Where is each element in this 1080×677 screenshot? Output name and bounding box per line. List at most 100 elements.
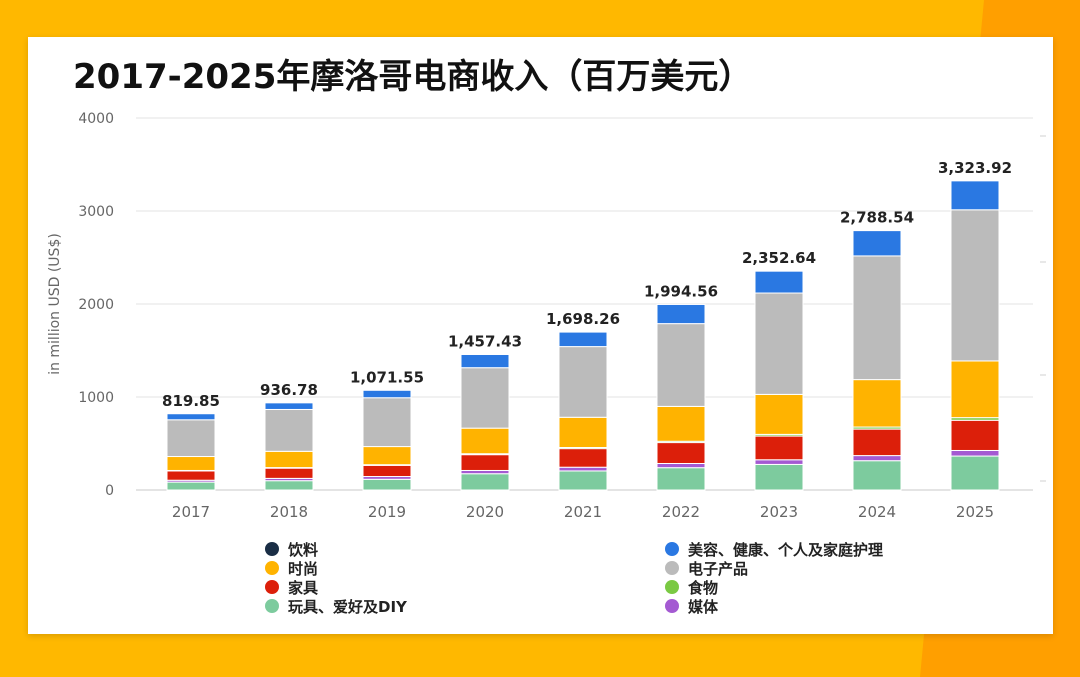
bar-segment (264, 450, 314, 469)
bar-segment (656, 442, 706, 464)
legend-item[interactable]: 饮料 (265, 540, 407, 559)
legend-label: 时尚 (288, 559, 319, 578)
legend-item[interactable]: 家具 (265, 578, 407, 597)
y-tick-label: 2000 (78, 297, 114, 313)
total-label: 1,457.43 (448, 332, 522, 350)
bar-segment (264, 408, 314, 452)
bar-segment (754, 292, 804, 395)
bar-segment (852, 455, 902, 462)
legend-label: 家具 (288, 578, 319, 597)
bar-segment (362, 446, 412, 466)
legend: 饮料 时尚 家具 玩具、爱好及DIY 美容、健康、个人及家庭护理 电子产品 食物 媒体 (28, 540, 1053, 630)
bar-segment (460, 367, 510, 429)
bar-segment (754, 463, 804, 491)
y-tick-label: 4000 (78, 111, 114, 127)
y-axis-label: in million USD (US$) (47, 233, 63, 375)
bar-segment (950, 449, 1000, 457)
total-label: 2,352.64 (742, 249, 816, 267)
legend-item[interactable]: 玩具、爱好及DIY (265, 597, 407, 616)
legend-swatch-icon (665, 580, 679, 594)
legend-label: 玩具、爱好及DIY (288, 597, 407, 616)
legend-label: 饮料 (288, 540, 319, 559)
legend-swatch-icon (265, 542, 279, 556)
legend-label: 美容、健康、个人及家庭护理 (688, 540, 884, 559)
total-label: 3,323.92 (938, 159, 1012, 177)
bar-segment (264, 480, 314, 491)
x-tick-label: 2019 (368, 503, 406, 521)
y-tick-label: 3000 (78, 204, 114, 220)
legend-label: 电子产品 (688, 559, 749, 578)
bar-segment (558, 466, 608, 472)
x-tick-label: 2023 (760, 503, 798, 521)
chart-svg: 0 1000 2000 3000 4000 in million USD (US$) 819… (47, 111, 1046, 521)
chart-card: 2017-2025年摩洛哥电商收入（百万美元） 0 1000 2000 3000 400… (28, 37, 1053, 634)
bar-segment (558, 416, 608, 448)
legend-swatch-icon (665, 561, 679, 575)
bar-segment (656, 303, 706, 325)
bar-segment (460, 454, 510, 471)
bar-segment (852, 255, 902, 381)
x-tick-label: 2017 (172, 503, 210, 521)
bar-segment (460, 353, 510, 369)
bar-segment (362, 464, 412, 478)
bar-segment (950, 360, 1000, 419)
legend-swatch-icon (265, 599, 279, 613)
legend-label: 食物 (688, 578, 719, 597)
bar-segment (166, 470, 216, 481)
bar-segment (362, 478, 412, 491)
legend-column-left: 饮料 时尚 家具 玩具、爱好及DIY (265, 540, 407, 616)
bar-segment (852, 460, 902, 491)
bar-segment (362, 397, 412, 448)
bar-segment (656, 462, 706, 469)
total-label: 1,698.26 (546, 310, 620, 328)
x-tick-label: 2021 (564, 503, 602, 521)
bar-segment (166, 456, 216, 471)
legend-swatch-icon (265, 561, 279, 575)
bar-segment (656, 405, 706, 442)
bar-segment (558, 448, 608, 468)
bar-segment (460, 473, 510, 491)
x-tick-label: 2024 (858, 503, 896, 521)
legend-item[interactable]: 美容、健康、个人及家庭护理 (665, 540, 884, 559)
legend-swatch-icon (665, 542, 679, 556)
legend-item[interactable]: 电子产品 (665, 559, 883, 578)
x-tick-label: 2020 (466, 503, 504, 521)
legend-item[interactable]: 媒体 (665, 597, 883, 616)
bar-segment (950, 209, 1000, 362)
bar-segment (166, 481, 216, 491)
bar-segment (852, 428, 902, 457)
legend-swatch-icon (265, 580, 279, 594)
chart-title: 2017-2025年摩洛哥电商收入（百万美元） (73, 57, 753, 97)
bar-segment (754, 435, 804, 461)
x-tick-label: 2018 (270, 503, 308, 521)
x-tick-label: 2022 (662, 503, 700, 521)
bar-segment (558, 346, 608, 418)
bar-segment (754, 459, 804, 465)
total-label: 1,071.55 (350, 368, 424, 386)
total-label: 819.85 (162, 392, 220, 410)
y-tick-label: 0 (105, 483, 114, 499)
legend-column-right: 美容、健康、个人及家庭护理 电子产品 食物 媒体 (665, 540, 883, 616)
x-tick-label: 2025 (956, 503, 994, 521)
legend-item[interactable]: 时尚 (265, 559, 407, 578)
legend-swatch-icon (665, 599, 679, 613)
bar-segment (852, 230, 902, 257)
bar-segment (264, 402, 314, 410)
bar-segment (558, 331, 608, 348)
bar-segment (558, 470, 608, 491)
total-label: 2,788.54 (840, 209, 914, 227)
bar-segment (656, 323, 706, 407)
bar-segment (754, 270, 804, 294)
bar-segment (264, 467, 314, 479)
bar-segment (950, 180, 1000, 211)
total-label: 936.78 (260, 381, 318, 399)
legend-item[interactable]: 食物 (665, 578, 883, 597)
bar-segment (950, 455, 1000, 491)
bar-segment (166, 413, 216, 421)
bar-segment (166, 419, 216, 458)
legend-label: 媒体 (688, 597, 719, 616)
bar-segment (754, 393, 804, 435)
bar-segment (656, 467, 706, 491)
bar-segment (460, 427, 510, 455)
bar-segment (950, 419, 1000, 451)
